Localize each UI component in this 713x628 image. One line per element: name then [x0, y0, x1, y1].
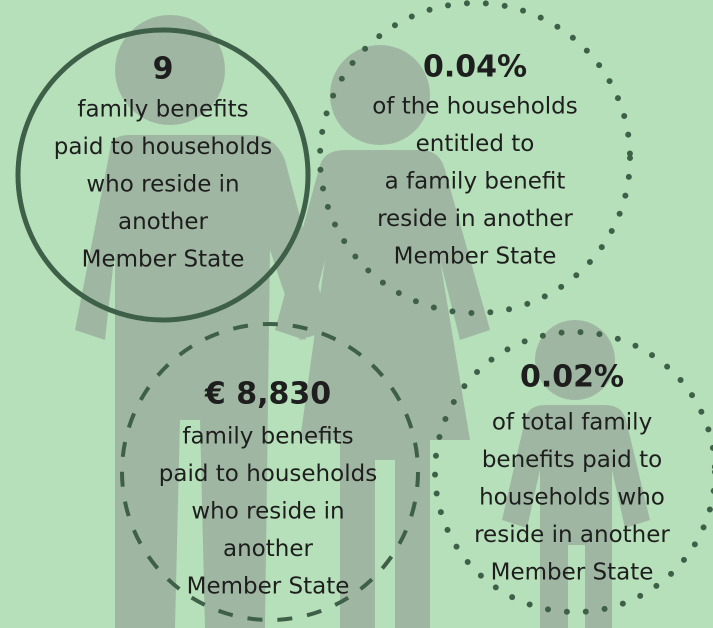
stat-line: reside in another — [474, 522, 670, 548]
solid-ring — [15, 27, 311, 323]
stat-line: another — [223, 536, 313, 562]
dashed-ring — [120, 322, 420, 622]
stat-line: Member State — [491, 560, 654, 586]
stat-value: € 8,830 — [204, 377, 331, 412]
dotted-ring — [432, 329, 713, 615]
stat-line: entitled to — [416, 131, 535, 157]
silhouettes — [75, 15, 650, 628]
stat-value: 0.02% — [520, 360, 624, 395]
stat-line: paid to households — [159, 461, 377, 487]
stat-line: a family benefit — [385, 169, 566, 195]
stat-line: of the households — [372, 94, 578, 120]
stat-value: 9 — [153, 52, 174, 87]
stat-line: family benefits — [77, 97, 248, 123]
stat-line: who reside in — [86, 172, 239, 198]
stat-line: Member State — [187, 574, 350, 600]
dotted-ring — [317, 0, 633, 316]
stat-line: reside in another — [377, 206, 573, 232]
stat-line: another — [118, 209, 208, 235]
stat-line: paid to households — [54, 134, 272, 160]
stat-line: Member State — [82, 247, 245, 273]
stat-texts: 9 family benefits paid to households who re… — [54, 50, 671, 600]
stat-line: Member State — [394, 244, 557, 270]
stat-value: 0.04% — [423, 50, 527, 85]
stat-line: of total family — [492, 410, 652, 436]
stat-line: benefits paid to — [482, 447, 662, 473]
stat-line: who reside in — [191, 499, 344, 525]
stat-line: households who — [479, 485, 665, 511]
stat-line: family benefits — [182, 424, 353, 450]
